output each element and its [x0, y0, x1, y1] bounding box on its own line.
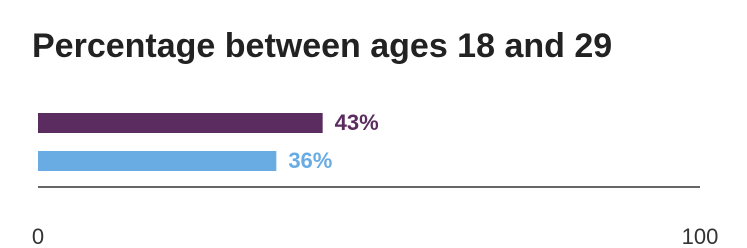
bar — [38, 113, 323, 133]
value-label: 43% — [335, 110, 379, 135]
chart-title: Percentage between ages 18 and 29 — [32, 27, 612, 65]
bar — [38, 151, 277, 171]
x-tick-label: 100 — [682, 224, 719, 248]
value-label: 36% — [288, 148, 332, 173]
x-tick-label: 0 — [32, 224, 44, 248]
